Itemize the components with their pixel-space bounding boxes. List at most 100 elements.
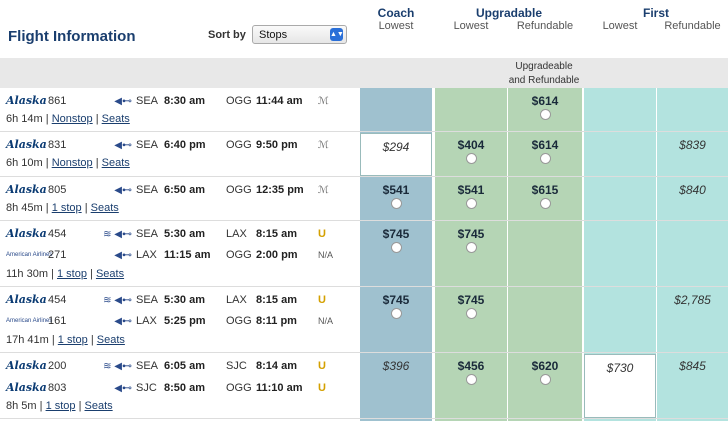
stops-link[interactable]: 1 stop [45, 400, 76, 412]
alaska-logo: Alaska [6, 381, 47, 394]
sort-select[interactable]: Stops ▲▼ [252, 25, 347, 44]
fare-cell-up-low[interactable]: $541 [435, 183, 507, 209]
flight-number: 805 [48, 184, 67, 196]
stops-link[interactable]: 1 stop [51, 202, 82, 214]
flight-row: Alaska805 ◀⊷ SEA 6:50 am OGG 12:35 pm ℳ 8h 45m … [0, 177, 728, 221]
fare-radio[interactable] [539, 109, 551, 120]
fare-cell-first-ref[interactable]: $840 [657, 183, 728, 197]
fare-cell-up-low[interactable]: $404 [435, 138, 507, 164]
fare-cell-up-ref[interactable]: $614 [508, 138, 582, 164]
alaska-logo: Alaska [6, 293, 47, 306]
fare-cell-coach[interactable]: $294 [360, 133, 432, 176]
fare-radio[interactable] [465, 153, 477, 164]
flight-summary: 6h 14m | Nonstop | Seats [6, 113, 130, 125]
flight-summary: 17h 41m | 1 stop | Seats [6, 334, 125, 346]
fare-cell-first-ref[interactable]: $839 [657, 138, 728, 152]
fare-cell-first-ref[interactable]: $845 [657, 359, 728, 373]
fare-radio[interactable] [465, 308, 477, 319]
flight-leg: Alaska454 ≋ ◀⊷ SEA 5:30 am LAX 8:15 am U [6, 293, 326, 306]
amenity-icon: ≋ ◀⊷ [103, 295, 132, 306]
seats-link[interactable]: Seats [90, 202, 119, 214]
first-heading: First [642, 6, 669, 20]
separator: | [48, 334, 58, 346]
seats-link[interactable]: Seats [84, 400, 113, 412]
meal-status: ℳ [318, 140, 329, 151]
origin-airport: LAX [136, 315, 157, 327]
origin-airport: SEA [136, 95, 159, 107]
fare-price: $396 [382, 359, 410, 373]
flight-row: Alaska454 ≋ ◀⊷ SEA 5:30 am LAX 8:15 am U Americ… [0, 287, 728, 353]
fare-radio[interactable] [465, 198, 477, 209]
fare-cell-coach[interactable]: $745 [360, 227, 432, 253]
amenity-icon: ◀⊷ [114, 140, 132, 151]
arrival-time: 9:50 pm [256, 139, 298, 151]
fare-price: $541 [457, 183, 485, 197]
upgrade-icon: U [318, 228, 326, 240]
stops-link[interactable]: Nonstop [51, 113, 93, 125]
fare-cell-first-ref[interactable]: $2,785 [657, 293, 728, 307]
seats-link[interactable]: Seats [95, 268, 125, 280]
first-refundable-heading: Refundable [664, 20, 721, 32]
upgrade-icon: U [318, 294, 326, 306]
separator: | [86, 268, 96, 280]
stops-link[interactable]: Nonstop [51, 157, 93, 169]
flight-row: Alaska454 ≋ ◀⊷ SEA 5:30 am LAX 8:15 am U Americ… [0, 221, 728, 287]
origin-airport: SJC [136, 382, 157, 394]
fare-price: $840 [679, 183, 706, 197]
fare-radio[interactable] [465, 242, 477, 253]
upgradable-lowest-heading: Lowest [453, 20, 489, 32]
departure-time: 5:30 am [164, 228, 205, 240]
fare-cell-coach[interactable]: $396 [360, 359, 432, 373]
flight-number: 271 [48, 249, 67, 261]
fare-radio[interactable] [390, 242, 402, 253]
fare-cell-up-ref[interactable]: $615 [508, 183, 582, 209]
fare-price: $839 [679, 138, 706, 152]
fare-cell-first-low[interactable]: $730 [584, 354, 656, 418]
flight-leg: American Airlines271 ◀⊷ LAX 11:15 am OGG 2:00… [6, 249, 333, 261]
flight-number: 861 [48, 95, 67, 107]
fare-price: $404 [457, 138, 485, 152]
stops-link[interactable]: 1 stop [56, 268, 87, 280]
fare-cell-coach[interactable]: $541 [360, 183, 432, 209]
arrival-time: 11:44 am [256, 95, 303, 107]
fare-price: $614 [531, 94, 559, 108]
fare-radio[interactable] [390, 198, 402, 209]
seats-link[interactable]: Seats [96, 334, 125, 346]
fare-cell-up-ref[interactable]: $620 [508, 359, 582, 385]
fare-cell-up-low[interactable]: $745 [435, 293, 507, 319]
flight-number: 161 [48, 315, 67, 327]
departure-time: 6:50 am [164, 184, 205, 196]
arrival-time: 8:15 am [256, 228, 297, 240]
fare-cell-coach[interactable]: $745 [360, 293, 432, 319]
flight-number: 831 [48, 139, 67, 151]
separator: | [92, 113, 102, 125]
seats-link[interactable]: Seats [101, 113, 130, 125]
departure-time: 5:25 pm [164, 315, 206, 327]
departure-time: 6:05 am [164, 360, 205, 372]
meal-status: N/A [318, 316, 334, 326]
meal-status: ℳ [318, 96, 329, 107]
arrival-time: 11:10 am [256, 382, 303, 394]
fare-cell-up-ref[interactable]: $614 [508, 94, 582, 120]
fare-cell-up-low[interactable]: $745 [435, 227, 507, 253]
fare-radio[interactable] [465, 374, 477, 385]
flight-summary: 11h 30m | 1 stop | Seats [6, 268, 124, 280]
alaska-logo: Alaska [6, 183, 47, 196]
fare-radio[interactable] [539, 374, 551, 385]
fare-price: $294 [382, 140, 410, 154]
fare-price: $745 [382, 293, 410, 307]
destination-airport: SJC [226, 360, 247, 372]
destination-airport: OGG [226, 315, 252, 327]
flight-leg: American Airlines161 ◀⊷ LAX 5:25 pm OGG 8:11 … [6, 315, 333, 327]
seats-link[interactable]: Seats [101, 157, 130, 169]
fare-radio[interactable] [539, 198, 551, 209]
sort-label: Sort by [208, 29, 246, 41]
fare-radio[interactable] [539, 153, 551, 164]
arrival-time: 8:15 am [256, 294, 297, 306]
fare-cell-up-low[interactable]: $456 [435, 359, 507, 385]
fare-radio[interactable] [390, 308, 402, 319]
flight-row: Alaska861 ◀⊷ SEA 8:30 am OGG 11:44 am ℳ 6h 14m … [0, 88, 728, 132]
flight-leg: Alaska200 ≋ ◀⊷ SEA 6:05 am SJC 8:14 am U [6, 359, 326, 372]
stops-link[interactable]: 1 stop [57, 334, 88, 346]
duration: 17h 41m [6, 334, 49, 346]
